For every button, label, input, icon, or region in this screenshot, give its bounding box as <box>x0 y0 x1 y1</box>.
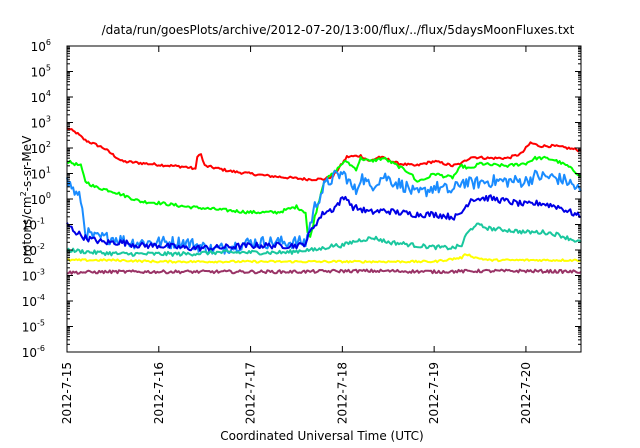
y-axis-label: protons/cm2-s-sr-MeV <box>19 135 34 264</box>
y-tick-label: 103 <box>31 115 51 131</box>
series-line-2 <box>66 155 581 238</box>
ticks-layer: 10-6 10-5 10-4 10-3 10-2 10-1 100 101 102 103 104 1… <box>22 38 581 424</box>
svg-text:protons/cm2-s-sr-MeV: protons/cm2-s-sr-MeV <box>19 135 34 264</box>
y-axis-label-post: -s-sr-MeV <box>20 135 34 191</box>
y-tick-label: 100 <box>31 191 51 207</box>
x-tick-label: 2012-7-20 <box>519 362 533 424</box>
plot-frame <box>66 45 582 353</box>
x-tick-label: 2012-7-17 <box>244 362 258 424</box>
y-tick-label: 106 <box>31 38 51 54</box>
x-tick-label: 2012-7-18 <box>335 362 349 424</box>
y-tick-label: 105 <box>31 64 51 80</box>
x-axis-label: Coordinated Universal Time (UTC) <box>220 429 423 443</box>
series-line-6 <box>66 253 582 264</box>
y-tick-label: 10-1 <box>22 217 45 233</box>
series-line-7 <box>66 268 582 275</box>
y-tick-label: 10-5 <box>22 319 45 335</box>
series-line-3 <box>66 169 582 255</box>
y-tick-label: 102 <box>31 140 51 156</box>
x-tick-label: 2012-7-15 <box>60 362 74 424</box>
y-tick-label: 10-3 <box>22 268 45 284</box>
y-tick-label: 10-4 <box>22 293 45 309</box>
x-tick-label: 2012-7-19 <box>427 362 441 424</box>
y-axis-label-sup: 2 <box>19 191 28 196</box>
series-layer <box>66 127 582 275</box>
y-tick-label: 10-2 <box>22 242 45 258</box>
y-axis-label-pre: protons/cm <box>20 196 34 264</box>
y-tick-label: 104 <box>31 89 51 105</box>
y-tick-label: 101 <box>31 166 51 182</box>
series-line-4 <box>66 194 582 252</box>
series-line-5 <box>66 222 582 257</box>
x-tick-label: 2012-7-16 <box>152 362 166 424</box>
chart-title: /data/run/goesPlots/archive/2012-07-20/1… <box>102 23 575 37</box>
y-tick-label: 10-6 <box>22 344 45 360</box>
series-line-1 <box>66 127 582 182</box>
